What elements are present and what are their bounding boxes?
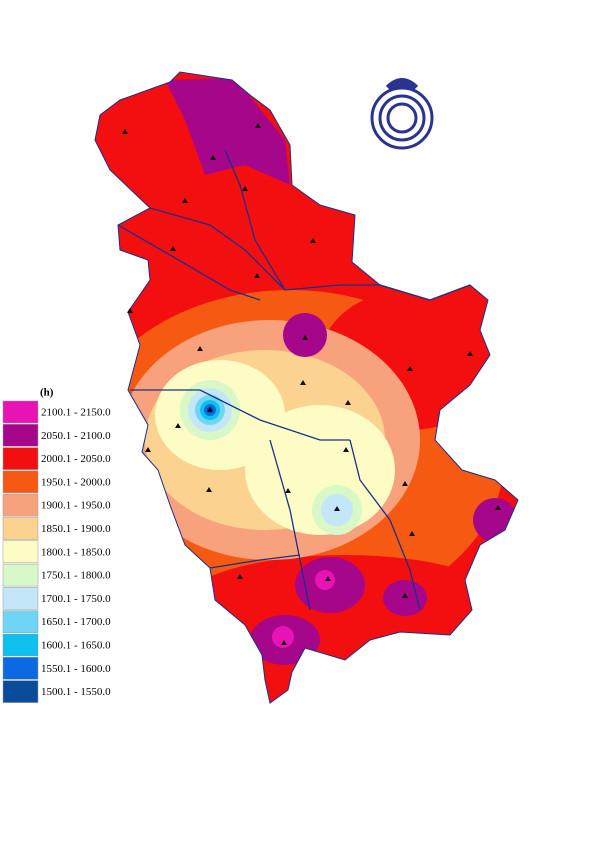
river [269,439,311,611]
logo [370,78,434,150]
legend-swatch [2,470,39,494]
legend-label: 1650.1 - 1700.0 [41,616,111,628]
legend-swatch [2,540,39,564]
river [224,149,286,291]
legend-swatch [2,610,39,633]
river [349,439,421,611]
legend-label: 1750.1 - 1800.0 [41,570,111,582]
legend-swatch [2,447,39,470]
river [209,554,301,569]
legend-label: 1900.1 - 1950.0 [41,500,111,512]
legend-label: 1950.1 - 2000.0 [41,476,111,488]
legend-label: 1550.1 - 1600.0 [41,663,111,675]
legend-swatch [2,587,39,610]
zone [272,626,294,648]
legend-swatch [2,657,39,680]
zone [165,78,290,185]
border [94,71,519,704]
legend-label: 1500.1 - 1550.0 [41,686,111,698]
legend-swatch [2,493,39,517]
legend-title: (h) [40,387,54,399]
zone [315,570,335,590]
legend-label: 1700.1 - 1750.0 [41,593,111,605]
legend-swatch [2,633,39,657]
zone [473,498,517,542]
legend-swatch [2,517,39,540]
legend-swatch [2,680,39,703]
legend-label: 2050.1 - 2100.0 [41,430,111,442]
legend-label: 1850.1 - 1900.0 [41,523,111,535]
rivers [117,149,471,611]
legend-swatch [2,424,39,447]
river [117,224,261,301]
legend-label: 1800.1 - 1850.0 [41,546,111,558]
legend-label: 2100.1 - 2150.0 [41,407,111,419]
river [130,389,350,441]
legend-label: 1600.1 - 1650.0 [41,640,111,652]
legend-label: 2000.1 - 2050.0 [41,453,111,465]
legend-swatch [2,563,39,587]
legend-swatch [2,400,39,424]
legend: (h) 2100.1 - 2150.0 2050.1 - 2100.0 2000.1… [2,387,111,703]
